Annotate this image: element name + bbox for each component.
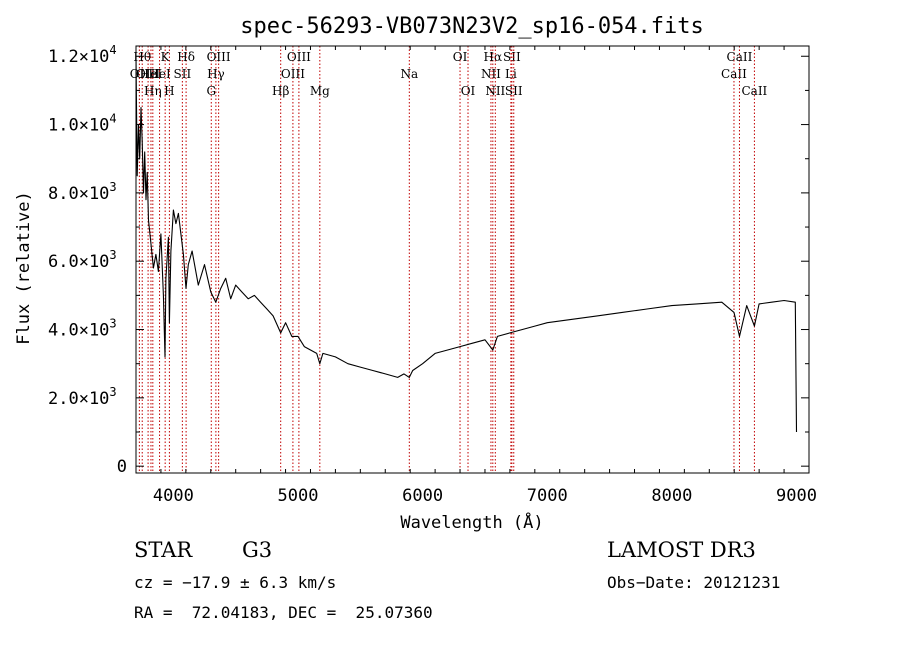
y-tick-exponent: 3 xyxy=(109,248,116,262)
spectral-line-label: Hδ xyxy=(177,50,195,64)
x-axis-label: Wavelength (Å) xyxy=(400,511,543,533)
spectral-line-label: HeI xyxy=(148,67,171,81)
y-tick-mantissa: 4.0×10 xyxy=(48,321,109,341)
spectral-line-label: SII xyxy=(174,67,192,81)
coordinates-text: RA = 72.04183, DEC = 25.07360 xyxy=(134,603,433,622)
spectral-line-label: CaII xyxy=(741,84,767,98)
y-tick-mantissa: 1.0×10 xyxy=(48,116,109,136)
spectral-line-label: OIII xyxy=(287,50,311,64)
spectral-line-label: OIII xyxy=(136,67,160,81)
spectral-line-label: G xyxy=(206,84,216,98)
spectral-line-label: Li xyxy=(505,67,517,81)
y-tick-label: 4.0×103 xyxy=(48,317,117,341)
spectral-line-label: HeI xyxy=(140,67,163,81)
spectral-line-label: OIII xyxy=(281,67,305,81)
x-tick-label: 9000 xyxy=(776,486,817,506)
spectrum-line xyxy=(135,56,798,433)
y-tick-mantissa: 6.0×10 xyxy=(48,252,109,272)
y-tick-mantissa: 2.0×10 xyxy=(48,389,109,409)
spectral-line-label: OI xyxy=(461,84,476,98)
y-tick-mantissa: 8.0×10 xyxy=(48,184,109,204)
x-tick-label: 6000 xyxy=(402,486,443,506)
spectral-line-label: Hγ xyxy=(207,67,225,81)
spectral-line-label: OIII xyxy=(207,50,231,64)
spectral-line-label: SII xyxy=(503,50,521,64)
spectral-line-label: Hα xyxy=(484,50,503,64)
obs-date-text: Obs−Date: 20121231 xyxy=(607,573,781,592)
redshift-text: cz = −17.9 ± 6.3 km/s xyxy=(134,573,337,592)
spectral-line-label: OII xyxy=(130,67,150,81)
series-layer xyxy=(135,56,798,433)
spectral-line-label: Hβ xyxy=(272,84,289,98)
y-tick-exponent: 3 xyxy=(109,180,116,194)
x-tick-label: 8000 xyxy=(651,486,692,506)
spectral-line-label: CaII xyxy=(727,50,753,64)
y-tick-label: 2.0×103 xyxy=(48,385,117,409)
y-tick-label: 1.2×104 xyxy=(48,43,117,67)
y-tick-exponent: 4 xyxy=(109,112,116,126)
spectral-line-label: CaII xyxy=(721,67,747,81)
y-tick-exponent: 3 xyxy=(109,317,116,331)
y-tick-label: 6.0×103 xyxy=(48,248,117,272)
y-tick-exponent: 3 xyxy=(109,385,116,399)
plot-frame xyxy=(135,45,810,474)
spectral-line-label: H xyxy=(164,84,174,98)
spectral-line-label: NII xyxy=(485,84,505,98)
x-tick-label: 7000 xyxy=(527,486,568,506)
x-tick-label: 5000 xyxy=(278,486,319,506)
spectral-line-label: Na xyxy=(400,67,418,81)
spectral-line-label: Mg xyxy=(310,84,330,98)
spectral-line-label: NII xyxy=(481,67,501,81)
chart-title: spec-56293-VB073N23V2_sp16-054.fits xyxy=(240,14,704,39)
spectral-line-label: OI xyxy=(453,50,468,64)
y-tick-label: 8.0×103 xyxy=(48,180,117,204)
y-tick-label: 0 xyxy=(117,457,127,477)
spectral-line-label: SII xyxy=(505,84,523,98)
spectral-lines-layer: OIIHθOIIIHeIHηHeIKHSIIHδGHγOIIIHβOIIIOII… xyxy=(130,46,768,473)
x-axis: 4000 5000 6000 7000 8000 9000 xyxy=(135,46,817,506)
object-class: STAR xyxy=(134,538,193,562)
y-axis-label: Flux (relative) xyxy=(14,191,34,345)
object-subclass: G3 xyxy=(242,538,273,562)
x-tick-label: 4000 xyxy=(153,486,194,506)
spectral-line-label: Hη xyxy=(144,84,162,98)
spectral-line-label: K xyxy=(161,50,171,64)
y-tick-exponent: 4 xyxy=(109,43,116,57)
survey-name: LAMOST DR3 xyxy=(607,538,756,562)
spectral-line-label: Hθ xyxy=(133,50,151,64)
y-tick-label: 1.0×104 xyxy=(48,112,117,136)
y-tick-mantissa: 1.2×10 xyxy=(48,47,109,67)
y-axis: 02.0×1034.0×1036.0×1038.0×1031.0×1041.2×… xyxy=(48,43,809,477)
